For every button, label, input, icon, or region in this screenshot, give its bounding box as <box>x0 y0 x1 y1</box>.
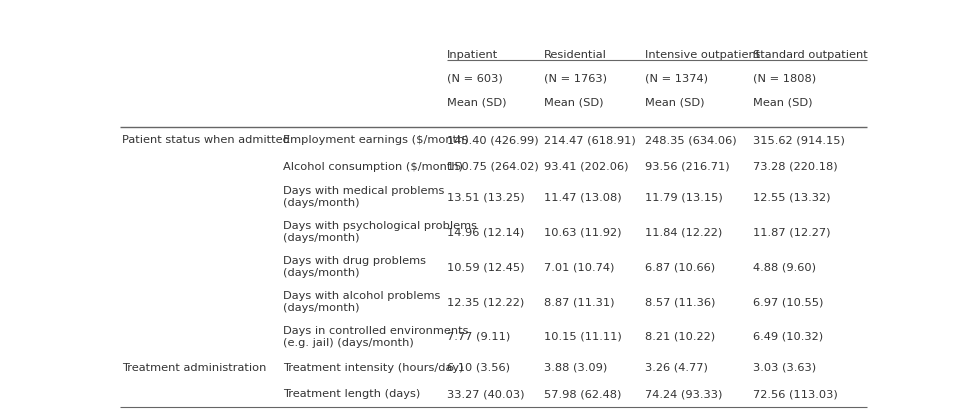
Text: Patient status when admitted: Patient status when admitted <box>122 135 290 145</box>
Text: Mean (SD): Mean (SD) <box>753 98 813 108</box>
Text: 73.28 (220.18): 73.28 (220.18) <box>753 162 838 171</box>
Text: 12.35 (12.22): 12.35 (12.22) <box>447 297 525 307</box>
Text: 248.35 (634.06): 248.35 (634.06) <box>645 135 737 145</box>
Text: 6.49 (10.32): 6.49 (10.32) <box>753 332 823 342</box>
Text: Alcohol consumption ($/month): Alcohol consumption ($/month) <box>283 162 463 171</box>
Text: 145.40 (426.99): 145.40 (426.99) <box>447 135 539 145</box>
Text: 6.87 (10.66): 6.87 (10.66) <box>645 262 716 272</box>
Text: Mean (SD): Mean (SD) <box>645 98 705 108</box>
Text: Employment earnings ($/month): Employment earnings ($/month) <box>283 135 469 145</box>
Text: Treatment administration: Treatment administration <box>122 363 266 373</box>
Text: 57.98 (62.48): 57.98 (62.48) <box>544 389 622 399</box>
Text: Mean (SD): Mean (SD) <box>447 98 507 108</box>
Text: Intensive outpatient: Intensive outpatient <box>645 50 761 60</box>
Text: 8.87 (11.31): 8.87 (11.31) <box>544 297 614 307</box>
Text: 214.47 (618.91): 214.47 (618.91) <box>544 135 636 145</box>
Text: 7.77 (9.11): 7.77 (9.11) <box>447 332 510 342</box>
Text: 315.62 (914.15): 315.62 (914.15) <box>753 135 846 145</box>
Text: 11.87 (12.27): 11.87 (12.27) <box>753 227 831 237</box>
Text: 6.97 (10.55): 6.97 (10.55) <box>753 297 823 307</box>
Text: 7.01 (10.74): 7.01 (10.74) <box>544 262 614 272</box>
Text: 72.56 (113.03): 72.56 (113.03) <box>753 389 838 399</box>
Text: Days with alcohol problems
(days/month): Days with alcohol problems (days/month) <box>283 291 440 313</box>
Text: Days with drug problems
(days/month): Days with drug problems (days/month) <box>283 256 426 278</box>
Text: 3.88 (3.09): 3.88 (3.09) <box>544 363 608 373</box>
Text: 3.26 (4.77): 3.26 (4.77) <box>645 363 708 373</box>
Text: Inpatient: Inpatient <box>447 50 499 60</box>
Text: 8.57 (11.36): 8.57 (11.36) <box>645 297 716 307</box>
Text: (N = 603): (N = 603) <box>447 74 503 84</box>
Text: 11.84 (12.22): 11.84 (12.22) <box>645 227 722 237</box>
Text: Mean (SD): Mean (SD) <box>544 98 604 108</box>
Text: Days with psychological problems
(days/month): Days with psychological problems (days/m… <box>283 221 477 243</box>
Text: Days with medical problems
(days/month): Days with medical problems (days/month) <box>283 186 445 208</box>
Text: Days in controlled environments
(e.g. jail) (days/month): Days in controlled environments (e.g. ja… <box>283 326 469 348</box>
Text: 10.59 (12.45): 10.59 (12.45) <box>447 262 525 272</box>
Text: Treatment intensity (hours/day): Treatment intensity (hours/day) <box>283 363 463 373</box>
Text: 150.75 (264.02): 150.75 (264.02) <box>447 162 539 171</box>
Text: Standard outpatient: Standard outpatient <box>753 50 868 60</box>
Text: 74.24 (93.33): 74.24 (93.33) <box>645 389 722 399</box>
Text: 33.27 (40.03): 33.27 (40.03) <box>447 389 525 399</box>
Text: 11.79 (13.15): 11.79 (13.15) <box>645 192 723 202</box>
Text: 8.21 (10.22): 8.21 (10.22) <box>645 332 716 342</box>
Text: 93.41 (202.06): 93.41 (202.06) <box>544 162 629 171</box>
Text: 11.47 (13.08): 11.47 (13.08) <box>544 192 622 202</box>
Text: 3.03 (3.63): 3.03 (3.63) <box>753 363 817 373</box>
Text: 13.51 (13.25): 13.51 (13.25) <box>447 192 525 202</box>
Text: (N = 1808): (N = 1808) <box>753 74 817 84</box>
Text: Treatment length (days): Treatment length (days) <box>283 389 420 399</box>
Text: 10.15 (11.11): 10.15 (11.11) <box>544 332 622 342</box>
Text: 14.96 (12.14): 14.96 (12.14) <box>447 227 525 237</box>
Text: 10.63 (11.92): 10.63 (11.92) <box>544 227 622 237</box>
Text: 93.56 (216.71): 93.56 (216.71) <box>645 162 730 171</box>
Text: 6.10 (3.56): 6.10 (3.56) <box>447 363 510 373</box>
Text: Residential: Residential <box>544 50 607 60</box>
Text: 4.88 (9.60): 4.88 (9.60) <box>753 262 817 272</box>
Text: (N = 1763): (N = 1763) <box>544 74 608 84</box>
Text: (N = 1374): (N = 1374) <box>645 74 708 84</box>
Text: 12.55 (13.32): 12.55 (13.32) <box>753 192 831 202</box>
